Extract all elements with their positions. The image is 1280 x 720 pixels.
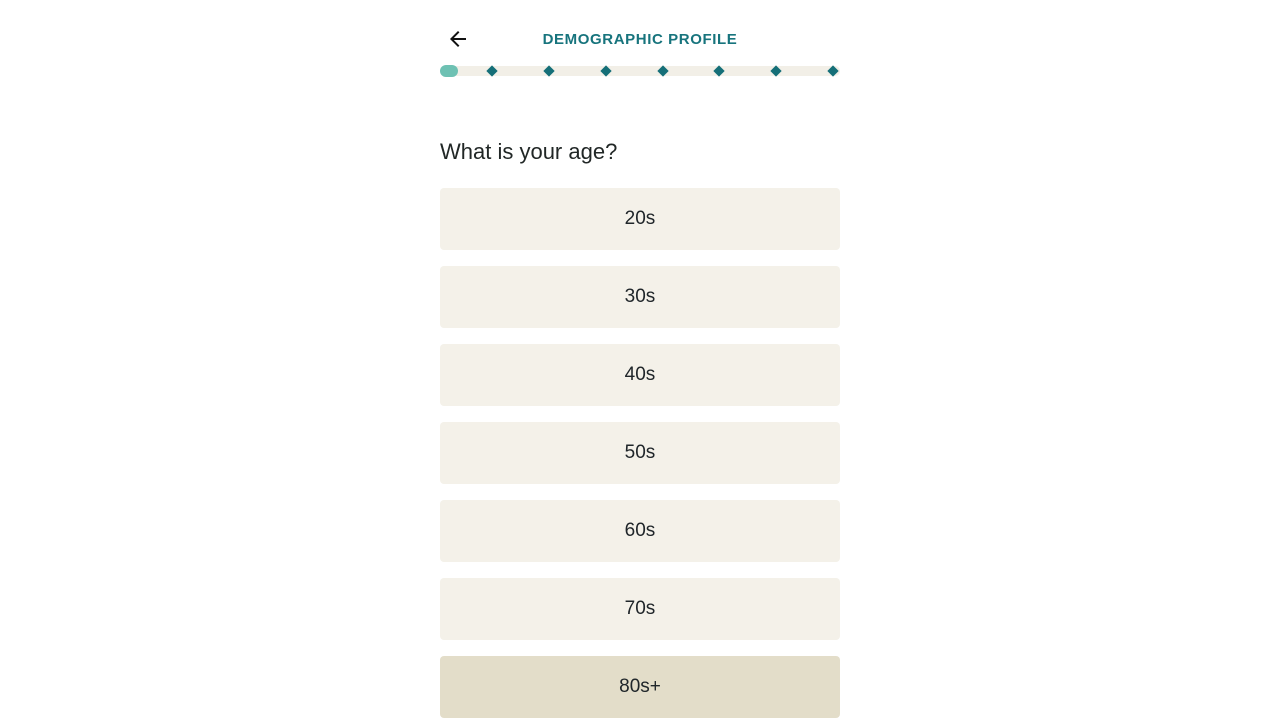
progress-step-diamond-icon [599, 65, 612, 77]
header: DEMOGRAPHIC PROFILE [440, 22, 840, 56]
progress-step-diamond-icon [656, 65, 669, 77]
option-button-40s[interactable]: 40s [440, 344, 840, 406]
progress-step-diamond-icon [713, 65, 725, 77]
survey-page: DEMOGRAPHIC PROFILE What is your age? 20… [440, 0, 840, 718]
arrow-left-icon [446, 27, 470, 51]
option-button-80splus[interactable]: 80s+ [440, 656, 840, 718]
progress-step-diamond-icon [827, 65, 839, 77]
option-button-30s[interactable]: 30s [440, 266, 840, 328]
progress-step-diamond-icon [770, 65, 782, 77]
progress-bar [440, 65, 840, 77]
progress-fill [440, 65, 458, 77]
option-button-70s[interactable]: 70s [440, 578, 840, 640]
progress-step-diamond-icon [486, 65, 498, 77]
question-text: What is your age? [440, 139, 618, 164]
progress-step-diamond-icon [543, 65, 555, 77]
back-button[interactable] [444, 25, 472, 53]
option-button-50s[interactable]: 50s [440, 422, 840, 484]
option-button-60s[interactable]: 60s [440, 500, 840, 562]
option-button-20s[interactable]: 20s [440, 188, 840, 250]
page-title: DEMOGRAPHIC PROFILE [542, 30, 738, 48]
options-list: 20s 30s 40s 50s 60s 70s 80s+ [440, 188, 840, 718]
